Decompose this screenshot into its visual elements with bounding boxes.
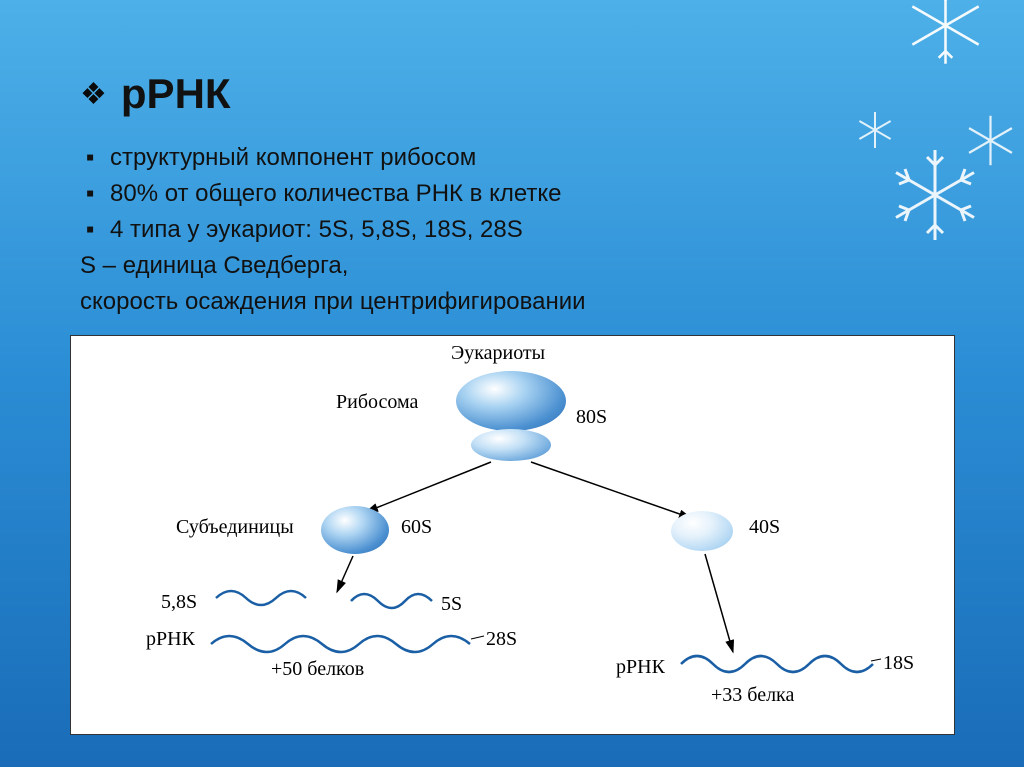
list-plain: скорость осаждения при центрифигировании [80,284,586,320]
label-rrna-left: рРНК [146,628,195,651]
label-80s: 80S [576,406,607,429]
snowflake-large-2 [885,145,985,245]
snowflake-small-2 [963,113,1018,168]
label-eukaryotes: Эукариоты [451,342,545,365]
subunit-60s-shape [321,506,389,554]
list-plain: S – единица Сведберга, [80,248,586,284]
list-item: ▪ 80% от общего количества РНК в клетке [80,176,586,212]
ribosome-diagram: Эукариоты Рибосома 80S Субъединицы 60S 4… [70,335,955,735]
slide: { "background": {"top":"#4db0e8","mid":"… [0,0,1024,767]
label-33-proteins: +33 белка [711,684,794,707]
subunit-40s-shape [671,511,733,551]
label-60s: 60S [401,516,432,539]
label-18s: 18S [883,652,914,675]
bullet-icon: ▪ [80,176,100,212]
list-text: 4 типа у эукариот: 5S, 5,8S, 18S, 28S [110,212,523,248]
label-subunits: Субъединицы [176,516,294,539]
list-item: ▪ 4 типа у эукариот: 5S, 5,8S, 18S, 28S [80,212,586,248]
ribosome-small-subunit-shape [471,429,551,461]
label-rrna-right: рРНК [616,656,665,679]
bullet-icon: ▪ [80,140,100,176]
label-28s: 28S [486,628,517,651]
list-item: ▪ структурный компонент рибосом [80,140,586,176]
bullet-icon: ▪ [80,212,100,248]
label-5-8s: 5,8S [161,591,197,614]
title-text: рРНК [121,70,231,118]
snowflake-small-1 [855,110,895,150]
label-40s: 40S [749,516,780,539]
label-ribosome: Рибосома [336,391,418,414]
title-bullet-icon: ❖ [80,77,107,112]
list-text: структурный компонент рибосом [110,140,476,176]
label-50-proteins: +50 белков [271,658,364,681]
slide-title: ❖ рРНК [80,70,231,118]
ribosome-large-subunit-shape [456,371,566,431]
bullet-list: ▪ структурный компонент рибосом ▪ 80% от о… [80,140,586,320]
list-text: 80% от общего количества РНК в клетке [110,176,562,212]
snowflake-large-1 [903,0,988,68]
label-5s: 5S [441,593,462,616]
